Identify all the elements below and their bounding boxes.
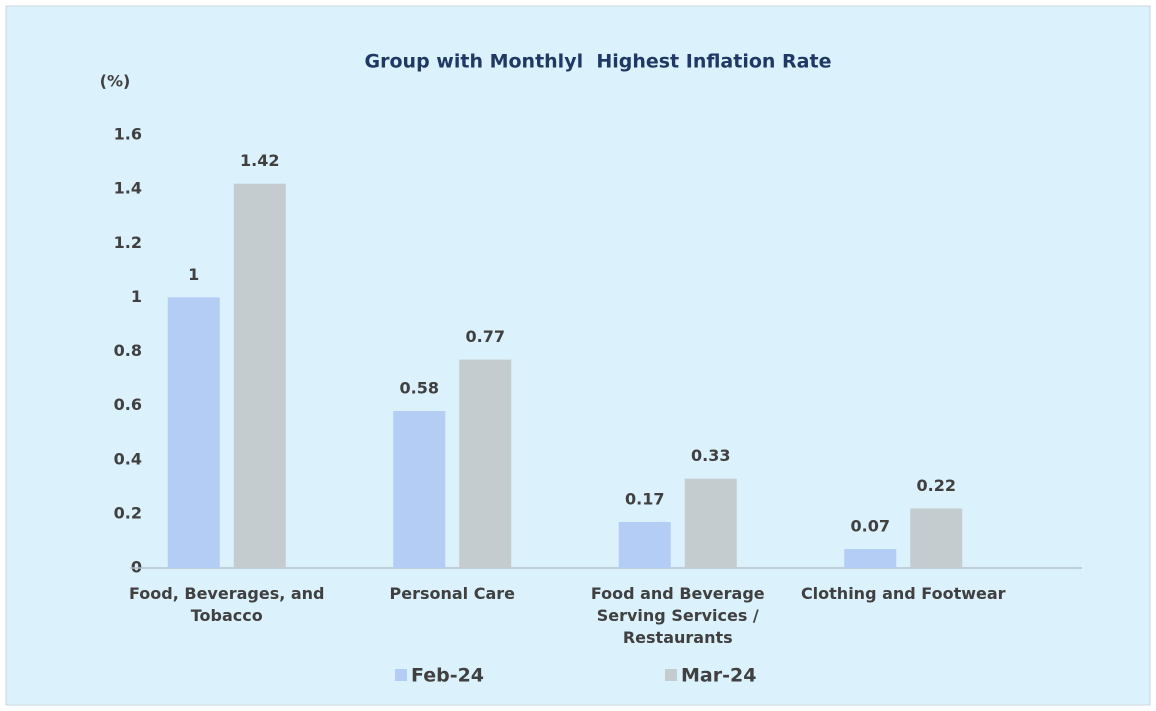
y-tick-label: 0.2 bbox=[114, 503, 142, 522]
bar bbox=[910, 508, 963, 568]
data-label: 1 bbox=[188, 265, 199, 284]
data-label: 1.42 bbox=[240, 151, 279, 170]
bar bbox=[167, 297, 220, 568]
x-tick-label: Food and Beverage Serving Services / Res… bbox=[590, 584, 765, 647]
chart-title: Group with Monthlyl Highest Inflation Ra… bbox=[365, 51, 832, 73]
bar bbox=[618, 521, 671, 568]
y-tick-label: 0.6 bbox=[114, 395, 142, 414]
legend-label: Feb-24 bbox=[411, 665, 484, 687]
bar bbox=[684, 478, 737, 568]
y-tick-label: 1 bbox=[131, 287, 142, 306]
bar bbox=[844, 549, 897, 568]
y-tick-label: 0 bbox=[131, 558, 142, 577]
y-tick-label: 1.2 bbox=[114, 233, 142, 252]
y-tick-label: 1.6 bbox=[114, 125, 142, 144]
y-tick-label: 0.4 bbox=[114, 449, 142, 468]
y-axis-label: (%) bbox=[100, 72, 131, 91]
x-tick-label: Clothing and Footwear bbox=[800, 584, 1006, 603]
data-label: 0.58 bbox=[400, 379, 439, 398]
data-label: 0.33 bbox=[691, 446, 730, 465]
data-label: 0.07 bbox=[851, 517, 890, 536]
y-tick-label: 0.8 bbox=[114, 341, 142, 360]
data-label: 0.22 bbox=[917, 476, 956, 495]
bar bbox=[233, 183, 286, 568]
legend-label: Mar-24 bbox=[681, 665, 756, 687]
x-tick-label: Food, Beverages, and Tobacco bbox=[129, 584, 325, 625]
legend-swatch bbox=[395, 669, 407, 681]
x-tick-label: Personal Care bbox=[389, 584, 515, 603]
bar bbox=[459, 359, 512, 568]
data-label: 0.17 bbox=[625, 489, 664, 508]
bar bbox=[393, 411, 446, 568]
legend-swatch bbox=[665, 669, 677, 681]
data-label: 0.77 bbox=[466, 327, 505, 346]
y-tick-label: 1.4 bbox=[114, 179, 142, 198]
